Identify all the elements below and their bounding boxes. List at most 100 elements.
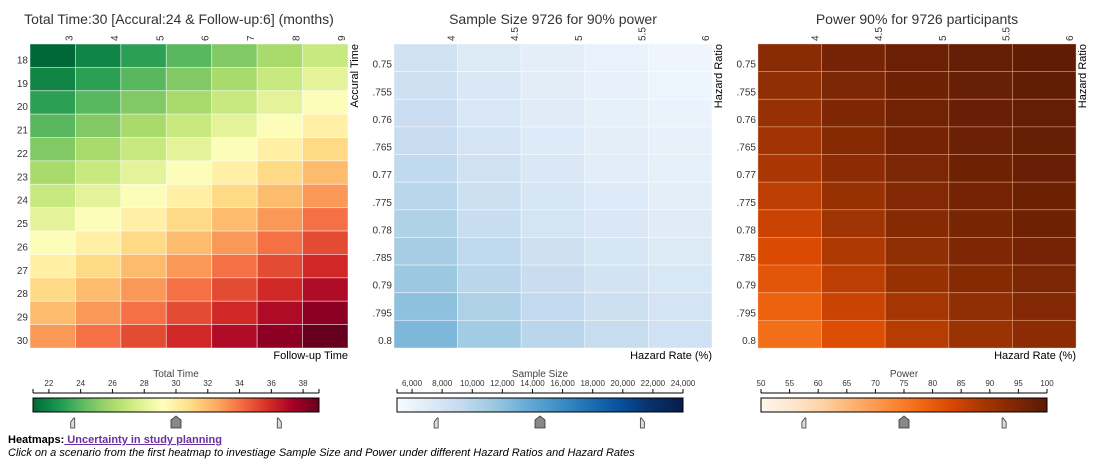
heatmap-cell[interactable] — [256, 230, 303, 255]
heatmap-cell[interactable] — [120, 324, 167, 349]
heatmap-cell[interactable] — [256, 207, 303, 232]
heatmap-cell[interactable] — [302, 324, 349, 349]
heatmap-cell[interactable] — [29, 90, 76, 115]
heatmap-cell[interactable] — [120, 90, 167, 115]
heatmap-cell[interactable] — [165, 137, 213, 162]
heatmap-cell[interactable] — [75, 324, 122, 349]
heatmap-cell[interactable] — [120, 113, 167, 138]
heatmap-cell[interactable] — [256, 277, 303, 302]
heatmap-cell[interactable] — [120, 277, 167, 302]
heatmap-cell[interactable] — [211, 43, 258, 68]
heatmap-cell[interactable] — [256, 137, 303, 162]
range-handle-high[interactable] — [1001, 417, 1007, 429]
heatmap-cell[interactable] — [120, 137, 167, 162]
heatmap-cell[interactable] — [75, 43, 122, 68]
heatmap-cell[interactable] — [29, 43, 76, 68]
heatmap-cell[interactable] — [256, 300, 303, 326]
heatmap-cell[interactable] — [211, 277, 258, 302]
heatmap-cell[interactable] — [75, 207, 122, 232]
heatmap-cell[interactable] — [75, 113, 122, 138]
heatmap-cell[interactable] — [302, 207, 349, 232]
heatmap-cell[interactable] — [75, 66, 122, 92]
heatmap-cell[interactable] — [29, 254, 76, 279]
heatmap-cell[interactable] — [120, 183, 167, 209]
heatmap-cell[interactable] — [211, 66, 258, 92]
heatmap-cell[interactable] — [29, 66, 76, 92]
range-handle-low[interactable] — [801, 417, 807, 429]
heatmap-cell[interactable] — [165, 90, 213, 115]
heatmap-cell[interactable] — [165, 183, 213, 209]
heatmap-cell[interactable] — [211, 230, 258, 255]
heatmap-cell[interactable] — [75, 160, 122, 185]
range-handle-mid[interactable] — [534, 415, 546, 429]
heatmap-cell[interactable] — [302, 230, 349, 255]
heatmap-cell[interactable] — [29, 113, 76, 138]
heatmap-cell[interactable] — [211, 137, 258, 162]
heatmap-cell[interactable] — [165, 254, 213, 279]
heatmap-cell[interactable] — [211, 160, 258, 185]
heatmap-cell[interactable] — [165, 160, 213, 185]
heatmap-cell[interactable] — [211, 254, 258, 279]
uncertainty-link[interactable]: Uncertainty in study planning — [64, 434, 222, 446]
heatmap-cell[interactable] — [302, 66, 349, 92]
heatmap-cell[interactable] — [120, 230, 167, 255]
heatmap-cell[interactable] — [302, 277, 349, 302]
heatmap-cell[interactable] — [75, 277, 122, 302]
heatmap-cell[interactable] — [211, 324, 258, 349]
heatmap-cell[interactable] — [256, 254, 303, 279]
heatmap-cell[interactable] — [256, 324, 303, 349]
heatmap-cell[interactable] — [120, 43, 167, 68]
heatmap-cell[interactable] — [75, 254, 122, 279]
heatmap-cell[interactable] — [120, 160, 167, 185]
heatmap-cell[interactable] — [302, 113, 349, 138]
heatmap-cell[interactable] — [120, 254, 167, 279]
heatmap-cell[interactable] — [29, 160, 76, 185]
heatmap-cell[interactable] — [211, 300, 258, 326]
heatmap-cell[interactable] — [75, 183, 122, 209]
heatmap-cell[interactable] — [120, 66, 167, 92]
range-handle-high[interactable] — [639, 417, 645, 429]
heatmap-cell[interactable] — [302, 254, 349, 279]
heatmap-cell[interactable] — [165, 43, 213, 68]
heatmap-cell[interactable] — [302, 43, 349, 68]
heatmap-cell[interactable] — [165, 300, 213, 326]
heatmap-cell[interactable] — [29, 207, 76, 232]
heatmap-cell[interactable] — [256, 66, 303, 92]
heatmap-cell[interactable] — [29, 324, 76, 349]
heatmap-cell[interactable] — [211, 90, 258, 115]
heatmap-cell[interactable] — [29, 300, 76, 326]
heatmap-cell[interactable] — [75, 90, 122, 115]
heatmap-cell[interactable] — [302, 160, 349, 185]
heatmap-cell[interactable] — [302, 300, 349, 326]
range-handle-low[interactable] — [433, 417, 439, 429]
heatmap-cell[interactable] — [256, 43, 303, 68]
heatmap-cell[interactable] — [75, 300, 122, 326]
heatmap-cell[interactable] — [302, 137, 349, 162]
heatmap-cell[interactable] — [29, 183, 76, 209]
heatmap-cell[interactable] — [302, 183, 349, 209]
heatmap-cell[interactable] — [29, 137, 76, 162]
heatmap-cell[interactable] — [165, 230, 213, 255]
heatmap-cell[interactable] — [211, 183, 258, 209]
heatmap-cell[interactable] — [165, 277, 213, 302]
heatmap-cell[interactable] — [302, 90, 349, 115]
heatmap-cell[interactable] — [256, 160, 303, 185]
heatmap-cell[interactable] — [165, 324, 213, 349]
heatmap-cell[interactable] — [29, 230, 76, 255]
heatmap-cell[interactable] — [211, 207, 258, 232]
range-handle-low[interactable] — [70, 417, 76, 429]
heatmap-cell[interactable] — [75, 137, 122, 162]
heatmap-cell[interactable] — [165, 113, 213, 138]
heatmap-cell[interactable] — [256, 90, 303, 115]
heatmap-cell[interactable] — [120, 300, 167, 326]
range-handle-high[interactable] — [276, 417, 282, 429]
heatmap-cell[interactable] — [75, 230, 122, 255]
heatmap-cell[interactable] — [29, 277, 76, 302]
range-handle-mid[interactable] — [898, 415, 910, 429]
heatmap-cell[interactable] — [165, 207, 213, 232]
heatmap-cell[interactable] — [120, 207, 167, 232]
heatmap-cell[interactable] — [256, 183, 303, 209]
heatmap-cell[interactable] — [256, 113, 303, 138]
heatmap-cell[interactable] — [165, 66, 213, 92]
heatmap-cell[interactable] — [211, 113, 258, 138]
